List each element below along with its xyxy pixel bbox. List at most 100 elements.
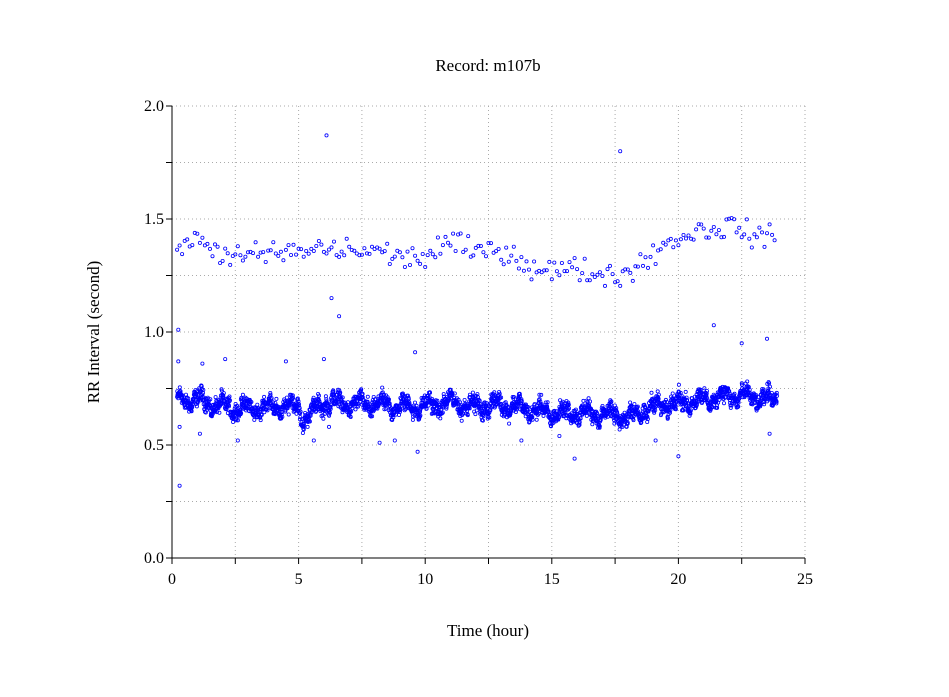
data-point bbox=[338, 390, 343, 395]
y-tick-label: 0.0 bbox=[144, 550, 164, 567]
data-point-upper bbox=[691, 237, 696, 242]
data-point bbox=[283, 408, 288, 413]
data-point bbox=[412, 400, 417, 405]
data-point-upper bbox=[516, 266, 521, 271]
data-point bbox=[189, 409, 194, 414]
data-point bbox=[321, 416, 326, 421]
data-point-upper bbox=[542, 268, 547, 273]
data-point bbox=[767, 381, 772, 386]
data-point bbox=[597, 424, 602, 429]
data-point bbox=[323, 406, 328, 411]
data-point-upper bbox=[483, 254, 488, 259]
data-point-upper bbox=[359, 252, 364, 257]
data-point bbox=[218, 402, 223, 407]
data-point bbox=[608, 400, 613, 405]
data-point-upper bbox=[519, 255, 524, 260]
y-axis-label: RR Interval (second) bbox=[84, 261, 103, 404]
data-point-upper bbox=[770, 232, 775, 237]
x-tick-label: 10 bbox=[417, 571, 433, 588]
data-point bbox=[298, 409, 303, 414]
data-point bbox=[745, 379, 750, 384]
data-point bbox=[543, 400, 548, 405]
data-point bbox=[676, 382, 681, 387]
data-point-outlier bbox=[329, 296, 334, 301]
data-point bbox=[470, 390, 475, 395]
data-point bbox=[348, 414, 353, 419]
data-point bbox=[418, 413, 423, 418]
data-point-upper bbox=[623, 267, 628, 272]
data-point bbox=[427, 390, 432, 395]
data-point-upper bbox=[185, 237, 190, 242]
data-point bbox=[735, 405, 740, 410]
data-point bbox=[381, 392, 386, 397]
data-point bbox=[536, 411, 541, 416]
data-point-upper bbox=[314, 243, 319, 248]
data-point-upper bbox=[727, 216, 732, 221]
data-point bbox=[590, 422, 595, 427]
data-point-upper bbox=[760, 230, 765, 235]
data-point bbox=[663, 399, 668, 404]
data-point-upper bbox=[509, 253, 514, 258]
data-point-outlier bbox=[711, 323, 716, 328]
data-point-upper bbox=[228, 262, 233, 267]
data-point-upper bbox=[514, 258, 519, 263]
data-point bbox=[546, 409, 551, 414]
data-point-upper bbox=[496, 246, 501, 251]
data-point bbox=[766, 388, 771, 393]
data-point-upper bbox=[595, 272, 600, 277]
data-point-upper bbox=[673, 238, 678, 243]
data-point bbox=[681, 404, 686, 409]
data-point bbox=[534, 417, 539, 422]
data-point-upper bbox=[233, 252, 238, 257]
data-point bbox=[467, 392, 472, 397]
data-point-upper bbox=[684, 236, 689, 241]
data-point bbox=[201, 395, 206, 400]
data-point-upper bbox=[628, 270, 633, 275]
data-point-upper bbox=[625, 267, 630, 272]
data-point bbox=[625, 420, 630, 425]
data-point bbox=[728, 405, 733, 410]
data-point-upper bbox=[580, 271, 585, 276]
data-point-upper bbox=[461, 249, 466, 254]
data-point-outlier bbox=[223, 357, 228, 362]
data-point bbox=[560, 399, 565, 404]
data-point bbox=[201, 387, 206, 392]
data-point bbox=[673, 407, 678, 412]
data-point-upper bbox=[175, 247, 180, 252]
data-point-upper bbox=[643, 255, 648, 260]
data-point bbox=[217, 410, 222, 415]
data-point-upper bbox=[466, 234, 471, 239]
data-point-upper bbox=[701, 226, 706, 231]
data-point bbox=[227, 398, 232, 403]
data-point-upper bbox=[311, 248, 316, 253]
data-point bbox=[645, 416, 650, 421]
data-point bbox=[324, 397, 329, 402]
data-point-upper bbox=[486, 240, 491, 245]
data-point-outlier bbox=[200, 361, 205, 366]
data-point bbox=[525, 408, 530, 413]
data-point-outlier bbox=[177, 483, 182, 488]
data-point bbox=[398, 407, 403, 412]
data-point bbox=[270, 400, 275, 405]
data-point-upper bbox=[458, 231, 463, 236]
data-point bbox=[588, 399, 593, 404]
data-point-upper bbox=[430, 252, 435, 257]
data-point-outlier bbox=[283, 359, 288, 364]
data-point bbox=[563, 410, 568, 415]
data-point bbox=[258, 415, 263, 420]
data-point-upper bbox=[324, 251, 329, 256]
data-point bbox=[391, 415, 396, 420]
data-point-upper bbox=[668, 236, 673, 241]
data-point-upper bbox=[494, 249, 499, 254]
data-point bbox=[665, 415, 670, 420]
grid bbox=[172, 105, 806, 558]
data-point bbox=[577, 422, 582, 427]
data-point-outlier bbox=[739, 341, 744, 346]
data-point bbox=[597, 425, 602, 430]
data-point-outlier bbox=[326, 424, 331, 429]
y-tick-label: 2.0 bbox=[144, 98, 164, 115]
data-point bbox=[513, 409, 518, 414]
data-point bbox=[481, 414, 486, 419]
data-point bbox=[620, 424, 625, 429]
data-point-upper bbox=[423, 264, 428, 269]
